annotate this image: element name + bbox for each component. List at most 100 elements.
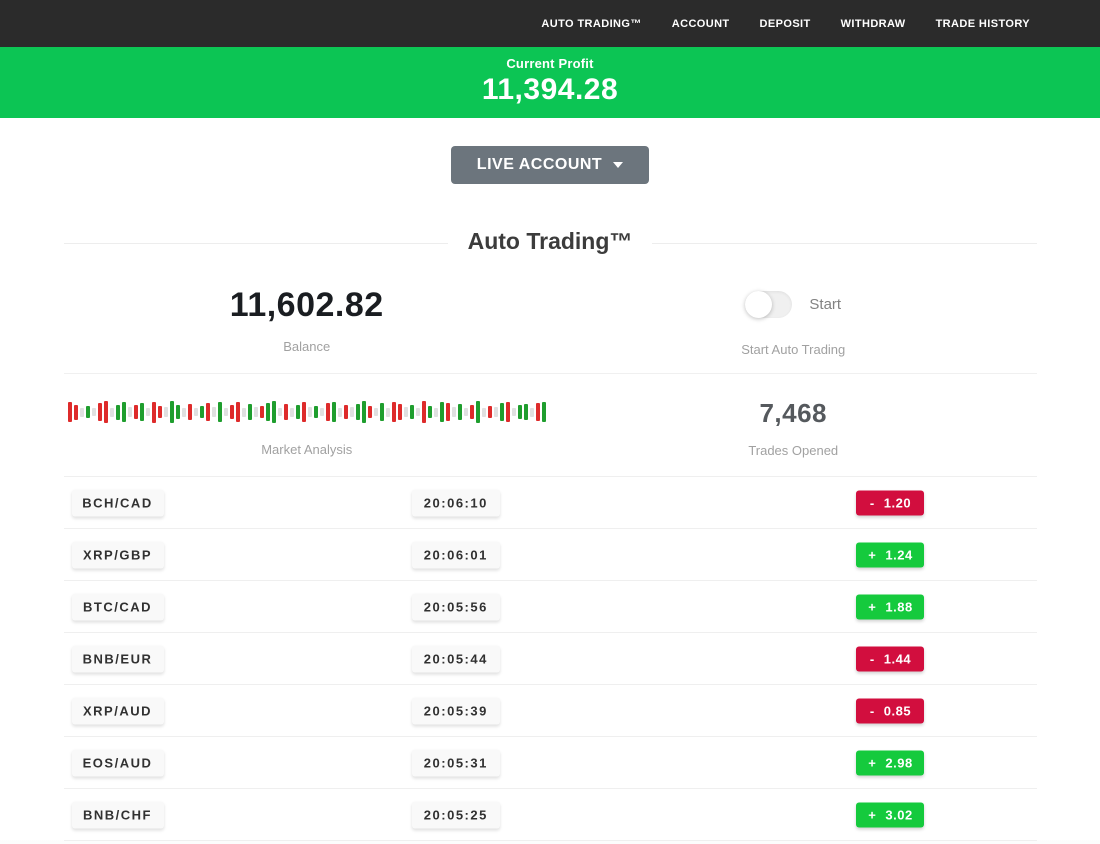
chart-bar	[325, 403, 330, 421]
result-badge: +2.98	[856, 750, 925, 775]
toggle-knob	[745, 291, 773, 318]
chart-bar	[223, 408, 228, 416]
time-badge: 20:05:25	[411, 801, 500, 828]
trade-row: XRP/AUD 20:05:39 -0.85	[63, 685, 1037, 737]
result-sign: +	[868, 547, 877, 562]
result-value: 2.98	[885, 755, 913, 770]
time-badge: 20:05:31	[411, 749, 500, 776]
chart-bar	[487, 406, 492, 418]
trade-row: BCH/CAD 20:06:10 -1.20	[63, 477, 1037, 529]
time-badge: 20:05:39	[411, 697, 500, 724]
live-account-label: LIVE ACCOUNT	[476, 156, 603, 173]
nav-item-auto-trading[interactable]: AUTO TRADING™	[541, 17, 642, 30]
nav-item-trade-history[interactable]: TRADE HISTORY	[935, 17, 1030, 30]
market-and-trades-section: Market Analysis 7,468 Trades Opened	[64, 374, 1037, 476]
live-account-dropdown[interactable]: LIVE ACCOUNT	[450, 146, 650, 184]
chart-bar	[505, 402, 510, 422]
chart-bar	[265, 403, 270, 421]
chart-bar	[499, 403, 504, 421]
pair-badge: XRP/AUD	[71, 697, 164, 724]
trade-row: BNB/EUR 20:05:44 -1.44	[63, 633, 1037, 685]
chart-bar	[199, 406, 204, 418]
chart-bar	[277, 408, 282, 416]
nav-item-deposit[interactable]: DEPOSIT	[759, 17, 811, 30]
result-value: 3.02	[885, 807, 913, 822]
chart-bar	[391, 402, 396, 422]
chart-bar	[73, 404, 78, 420]
top-navigation: AUTO TRADING™ ACCOUNT DEPOSIT WITHDRAW TRADE…	[0, 0, 1100, 47]
chart-bar	[409, 405, 414, 419]
result-value: 1.88	[885, 599, 913, 614]
chart-bar	[403, 407, 408, 417]
chart-bar	[151, 401, 156, 423]
chart-bar	[445, 403, 450, 421]
toggle-row: Start	[550, 291, 1037, 318]
chart-bar	[175, 405, 180, 419]
time-badge: 20:06:01	[411, 541, 500, 568]
nav-item-withdraw[interactable]: WITHDRAW	[840, 17, 906, 30]
chart-bar	[109, 407, 114, 417]
chart-bar	[301, 402, 306, 422]
chart-bar	[463, 408, 468, 416]
chart-bar	[229, 405, 234, 419]
chart-bar	[103, 401, 108, 423]
trades-opened-label: Trades Opened	[748, 443, 839, 458]
chart-bar	[181, 407, 186, 417]
result-badge: -1.44	[856, 646, 925, 671]
result-value: 1.24	[885, 547, 913, 562]
chart-bar	[469, 405, 474, 419]
nav-items: AUTO TRADING™ ACCOUNT DEPOSIT WITHDRAW TRADE…	[541, 18, 1030, 30]
chart-bar	[535, 403, 540, 421]
time-badge: 20:05:44	[411, 645, 500, 672]
trade-row: BTC/CAD 20:05:56 +1.88	[63, 581, 1037, 633]
section-title: Auto Trading™	[63, 228, 1037, 256]
chart-bar	[253, 407, 258, 417]
result-badge: +1.88	[856, 594, 925, 619]
trade-row: XRP/GBP 20:06:01 +1.24	[63, 529, 1037, 581]
market-analysis-chart	[64, 396, 551, 428]
chart-bar	[193, 408, 198, 416]
chart-bar	[415, 408, 420, 416]
section-title-text: Auto Trading™	[447, 228, 653, 254]
chart-bar	[349, 407, 354, 417]
chart-bar	[373, 408, 378, 416]
chart-bar	[457, 404, 462, 420]
chart-bar	[475, 401, 480, 423]
trade-row: BNB/CHF 20:05:25 +3.02	[63, 789, 1037, 841]
chart-bar	[397, 404, 402, 420]
chart-bar	[259, 406, 264, 418]
chart-bar	[511, 408, 516, 416]
chart-bar	[205, 403, 210, 421]
result-sign: -	[869, 651, 875, 666]
profit-banner-value: 11,394.28	[481, 73, 619, 106]
chart-bar	[451, 407, 456, 417]
chart-bar	[541, 402, 546, 422]
page-footer	[0, 840, 1100, 844]
pair-badge: EOS/AUD	[71, 749, 164, 776]
chart-bar	[139, 403, 144, 421]
auto-trading-stat: Start Start Auto Trading	[550, 286, 1037, 357]
chart-bar	[343, 405, 348, 419]
chart-bar	[307, 407, 312, 417]
result-sign: -	[869, 703, 875, 718]
chart-bar	[295, 405, 300, 419]
chart-bar	[127, 407, 132, 417]
profit-banner: Current Profit 11,394.28	[0, 47, 1100, 118]
chart-bar	[283, 404, 288, 420]
start-auto-trading-toggle[interactable]	[745, 291, 793, 318]
trades-opened-value: 7,468	[759, 398, 828, 428]
chart-bar	[337, 407, 342, 417]
chart-bar	[313, 406, 318, 418]
chart-bar	[67, 402, 72, 422]
chevron-down-icon	[613, 162, 624, 168]
chart-bar	[121, 402, 126, 422]
chart-bar	[241, 407, 246, 417]
pair-badge: XRP/GBP	[71, 541, 164, 568]
market-analysis-stat: Market Analysis	[64, 396, 551, 458]
chart-bar	[427, 406, 432, 418]
nav-item-account[interactable]: ACCOUNT	[671, 17, 730, 30]
pair-badge: BNB/EUR	[71, 645, 164, 672]
balance-stat: 11,602.82 Balance	[64, 286, 551, 357]
result-badge: -0.85	[856, 698, 925, 723]
chart-bar	[169, 401, 174, 423]
